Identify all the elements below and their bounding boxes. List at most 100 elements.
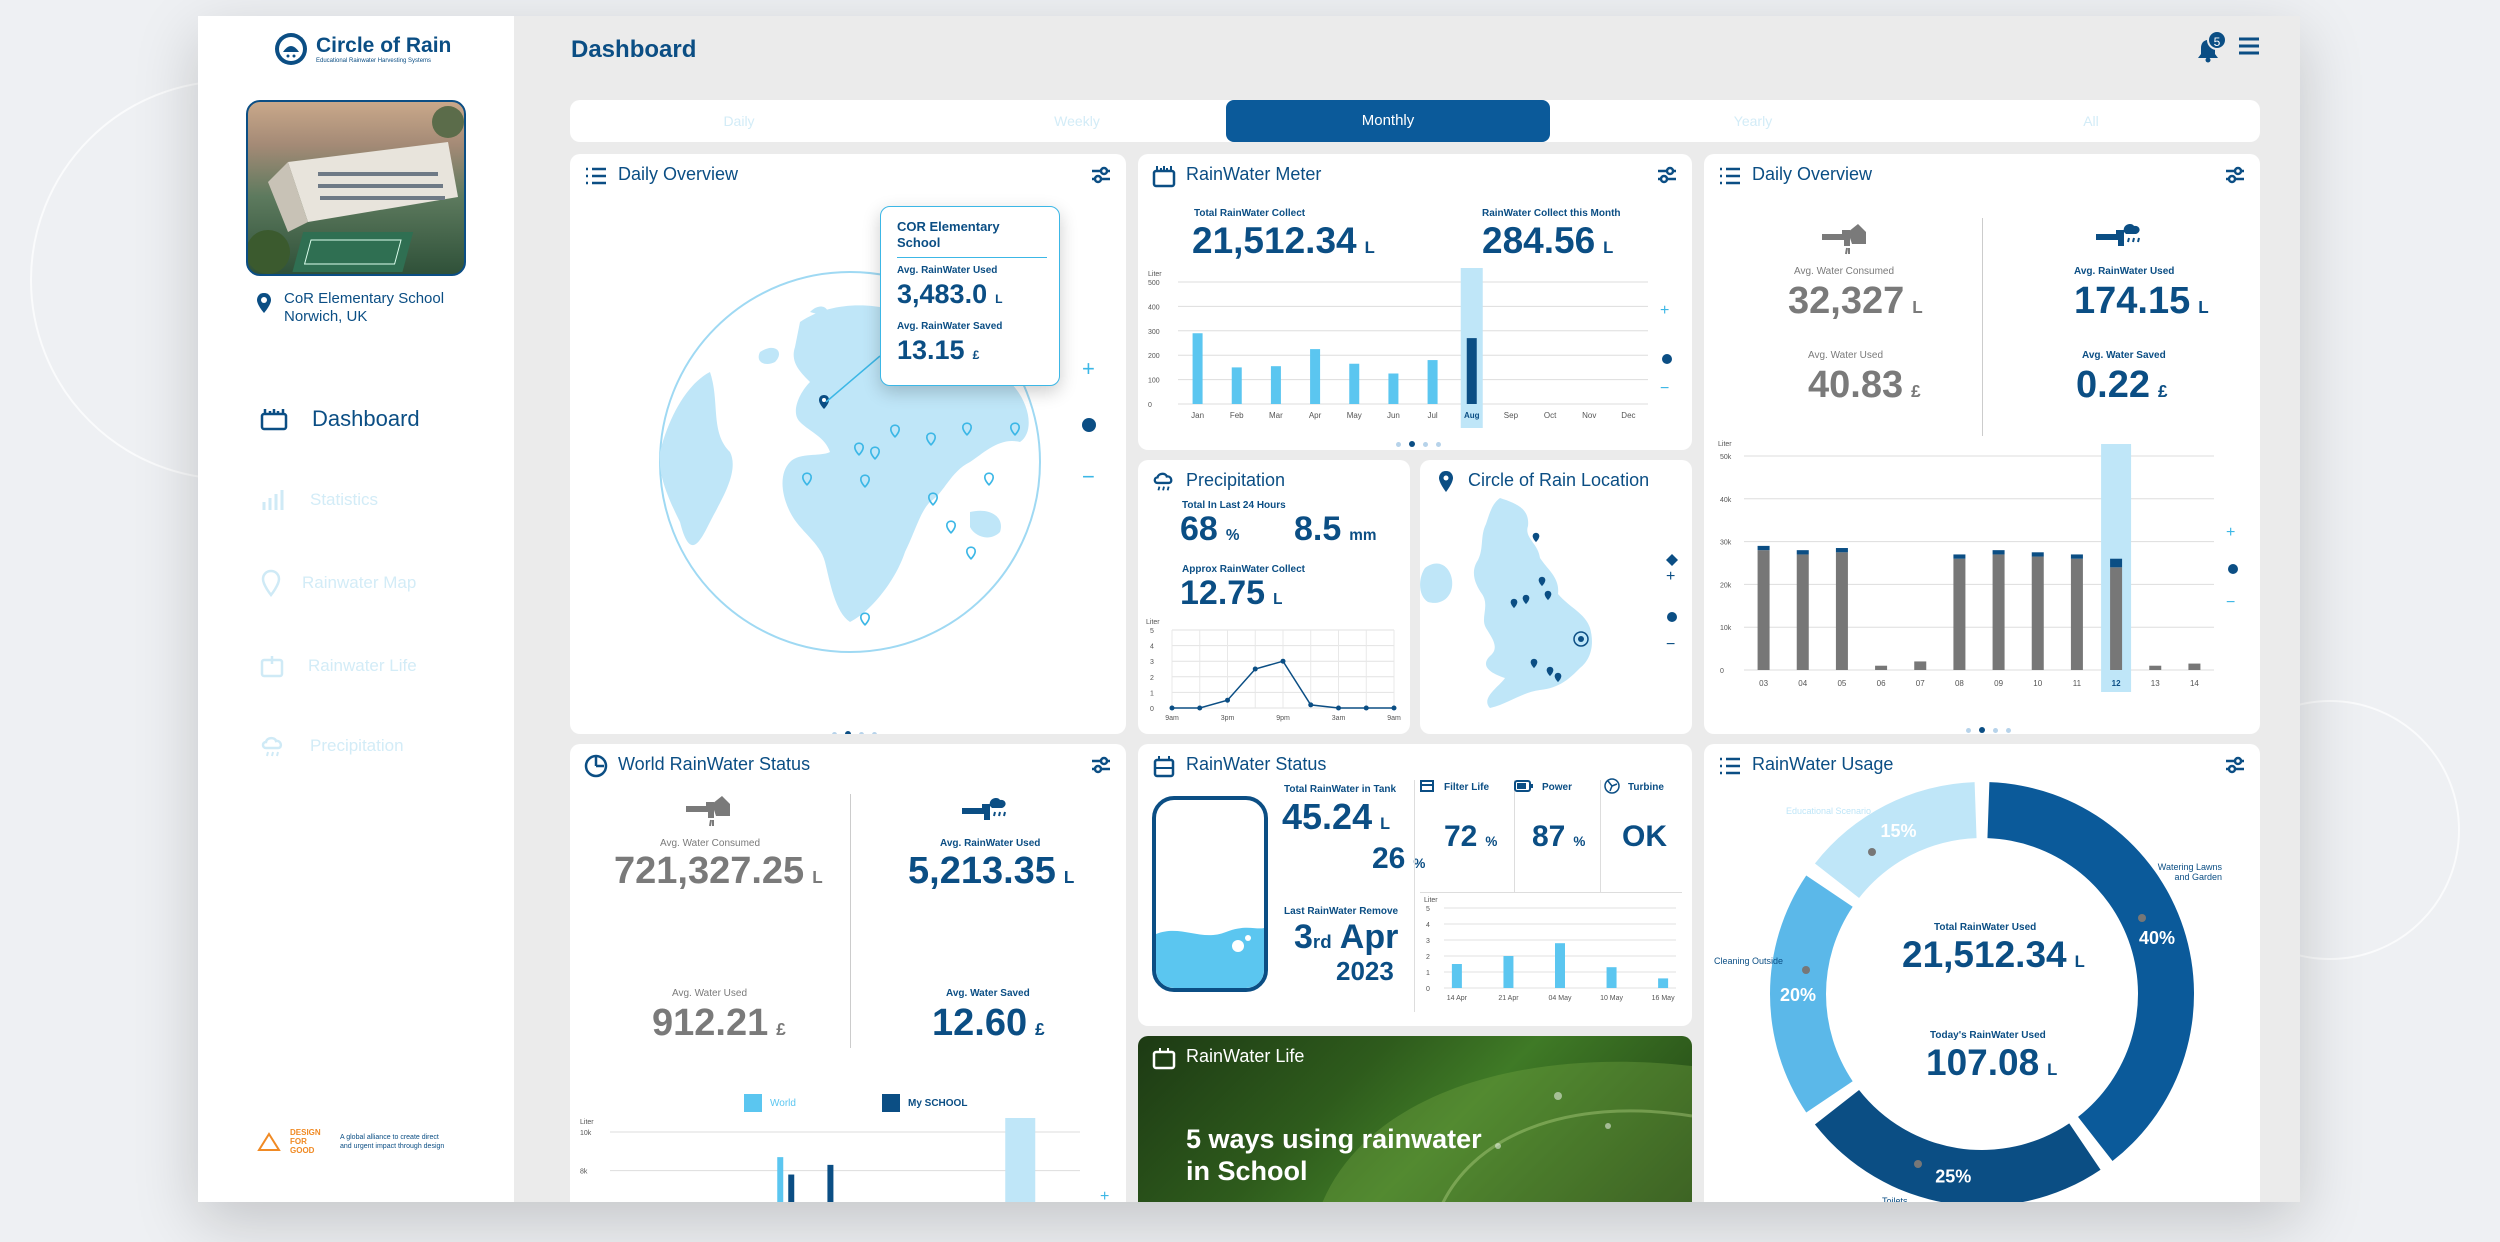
- x-tick-label: 04 May: [1549, 995, 1572, 1002]
- map-marker-icon[interactable]: [889, 424, 901, 439]
- legend-school-label: My SCHOOL: [908, 1097, 968, 1109]
- y-tick-label: 500: [1148, 280, 1160, 287]
- bar-water: [1875, 665, 1888, 670]
- x-tick-label: Feb: [1230, 411, 1244, 420]
- map-marker-icon[interactable]: [1544, 590, 1552, 601]
- location-slider-handle[interactable]: [1667, 612, 1677, 622]
- period-tabs: Daily Weekly Monthly Yearly All: [570, 100, 2260, 142]
- meter-minus[interactable]: −: [1660, 380, 1670, 397]
- life-headline-1: 5 ways using rainwater: [1186, 1124, 1482, 1154]
- uk-map[interactable]: [1420, 498, 1660, 734]
- settings-sliders-icon[interactable]: [2224, 754, 2246, 776]
- x-tick-label: Aug: [1464, 411, 1480, 420]
- x-tick-label: Nov: [1582, 411, 1596, 420]
- x-tick-label: Oct: [1544, 411, 1557, 420]
- legend-world[interactable]: World: [744, 1094, 796, 1112]
- notifications[interactable]: 5: [2196, 30, 2227, 63]
- pagination-dots[interactable]: [1962, 720, 2015, 734]
- meter-plus[interactable]: +: [1660, 302, 1670, 319]
- bar: [1503, 956, 1514, 988]
- usage-today-value: 107.08 L: [1926, 1042, 2058, 1083]
- pie-clock-icon: [584, 754, 608, 778]
- map-marker-icon[interactable]: [853, 442, 865, 457]
- map-marker-icon[interactable]: [859, 612, 871, 627]
- map-marker-icon[interactable]: [859, 474, 871, 489]
- settings-sliders-icon[interactable]: [1090, 164, 1112, 186]
- daily-slider-handle[interactable]: [2228, 564, 2238, 574]
- nav-item-rainwater-map[interactable]: Rainwater Map: [261, 569, 416, 598]
- map-marker-icon[interactable]: [1554, 672, 1562, 683]
- settings-sliders-icon[interactable]: [2224, 164, 2246, 186]
- y-tick-label: 3: [1150, 659, 1154, 666]
- rainwater-life-card[interactable]: RainWater Life 5 ways using rainwater in…: [1138, 1036, 1692, 1202]
- zoom-plus[interactable]: +: [1082, 356, 1095, 381]
- map-marker-icon[interactable]: [1530, 658, 1538, 669]
- bar: [1427, 360, 1438, 404]
- map-marker-icon[interactable]: [869, 446, 881, 461]
- brand[interactable]: Circle of Rain Educational Rainwater Har…: [274, 32, 451, 66]
- zoom-minus[interactable]: −: [1082, 464, 1095, 489]
- map-marker-icon[interactable]: [1009, 422, 1021, 437]
- y-tick-label: 3: [1426, 938, 1430, 945]
- daily-minus[interactable]: −: [2226, 594, 2236, 611]
- map-marker-icon[interactable]: [1532, 532, 1540, 543]
- tab-monthly[interactable]: Monthly: [1226, 100, 1550, 142]
- donut-slice: [1814, 782, 1977, 898]
- x-tick-label: 14: [2190, 679, 2199, 688]
- map-marker-icon[interactable]: [961, 422, 973, 437]
- tab-all[interactable]: All: [2083, 113, 2099, 129]
- tab-daily[interactable]: Daily: [723, 113, 755, 129]
- nav-item-rainwater-life[interactable]: Rainwater Life: [260, 654, 417, 678]
- map-marker-icon[interactable]: [925, 432, 937, 447]
- map-marker-icon[interactable]: [1538, 576, 1546, 587]
- x-tick-label: 08: [1955, 679, 1964, 688]
- settings-sliders-icon[interactable]: [1656, 164, 1678, 186]
- x-tick-label: Jul: [1427, 411, 1437, 420]
- nav-label-statistics: Statistics: [310, 490, 379, 509]
- nav-item-precipitation[interactable]: Precipitation: [260, 734, 404, 758]
- settings-sliders-icon[interactable]: [1090, 754, 1112, 776]
- brand-tagline: Educational Rainwater Harvesting Systems: [316, 58, 432, 64]
- school-popup[interactable]: COR Elementary School Avg. RainWater Use…: [880, 206, 1060, 386]
- x-tick-label: 3pm: [1221, 715, 1235, 722]
- map-marker-icon[interactable]: [818, 394, 830, 410]
- map-marker-icon[interactable]: [1522, 594, 1530, 605]
- total-collect-value: 21,512.34 L: [1192, 220, 1375, 261]
- nav-item-dashboard[interactable]: Dashboard: [260, 406, 420, 432]
- map-marker-icon[interactable]: [965, 546, 977, 561]
- power-label: Power: [1542, 782, 1573, 793]
- tank-icon: [1153, 756, 1175, 778]
- world-plus[interactable]: +: [1100, 1188, 1110, 1202]
- location-plus[interactable]: +: [1666, 568, 1676, 585]
- map-marker-icon[interactable]: [1546, 666, 1554, 677]
- mm-value: 8.5 mm: [1294, 510, 1377, 548]
- legend-school[interactable]: My SCHOOL: [882, 1094, 967, 1112]
- x-tick-label: Jun: [1387, 411, 1400, 420]
- selected-school-marker[interactable]: [1572, 630, 1590, 648]
- daily-plus[interactable]: +: [2226, 524, 2236, 541]
- map-marker-icon[interactable]: [801, 472, 813, 487]
- map-compass-icon[interactable]: [1666, 554, 1678, 566]
- y-tick-label: 4: [1426, 922, 1430, 929]
- map-marker-icon[interactable]: [927, 492, 939, 507]
- pagination-dots[interactable]: [1392, 434, 1445, 450]
- remove-label: Last RainWater Remove: [1284, 906, 1399, 917]
- stats-divider: [850, 794, 851, 1048]
- map-marker-icon[interactable]: [945, 520, 957, 535]
- water-saved-label: Avg. Water Saved: [2082, 350, 2166, 361]
- tab-yearly[interactable]: Yearly: [1733, 113, 1773, 129]
- nav-item-statistics[interactable]: Statistics: [260, 488, 378, 512]
- popup-saved-value: 13.15 £: [897, 335, 980, 365]
- x-tick-label: 10 May: [1600, 995, 1623, 1002]
- meter-slider-handle[interactable]: [1662, 354, 1672, 364]
- location-minus[interactable]: −: [1666, 636, 1676, 653]
- approx-value: 12.75 L: [1180, 574, 1283, 612]
- total-collect-label: Total RainWater Collect: [1194, 208, 1306, 219]
- y-tick-label: 0: [1150, 706, 1154, 713]
- menu-icon[interactable]: [2238, 36, 2260, 56]
- map-marker-icon[interactable]: [1510, 598, 1518, 609]
- tab-weekly[interactable]: Weekly: [1054, 113, 1100, 129]
- pagination-dots[interactable]: [828, 724, 881, 734]
- map-marker-icon[interactable]: [983, 472, 995, 487]
- zoom-slider-handle[interactable]: [1082, 418, 1096, 432]
